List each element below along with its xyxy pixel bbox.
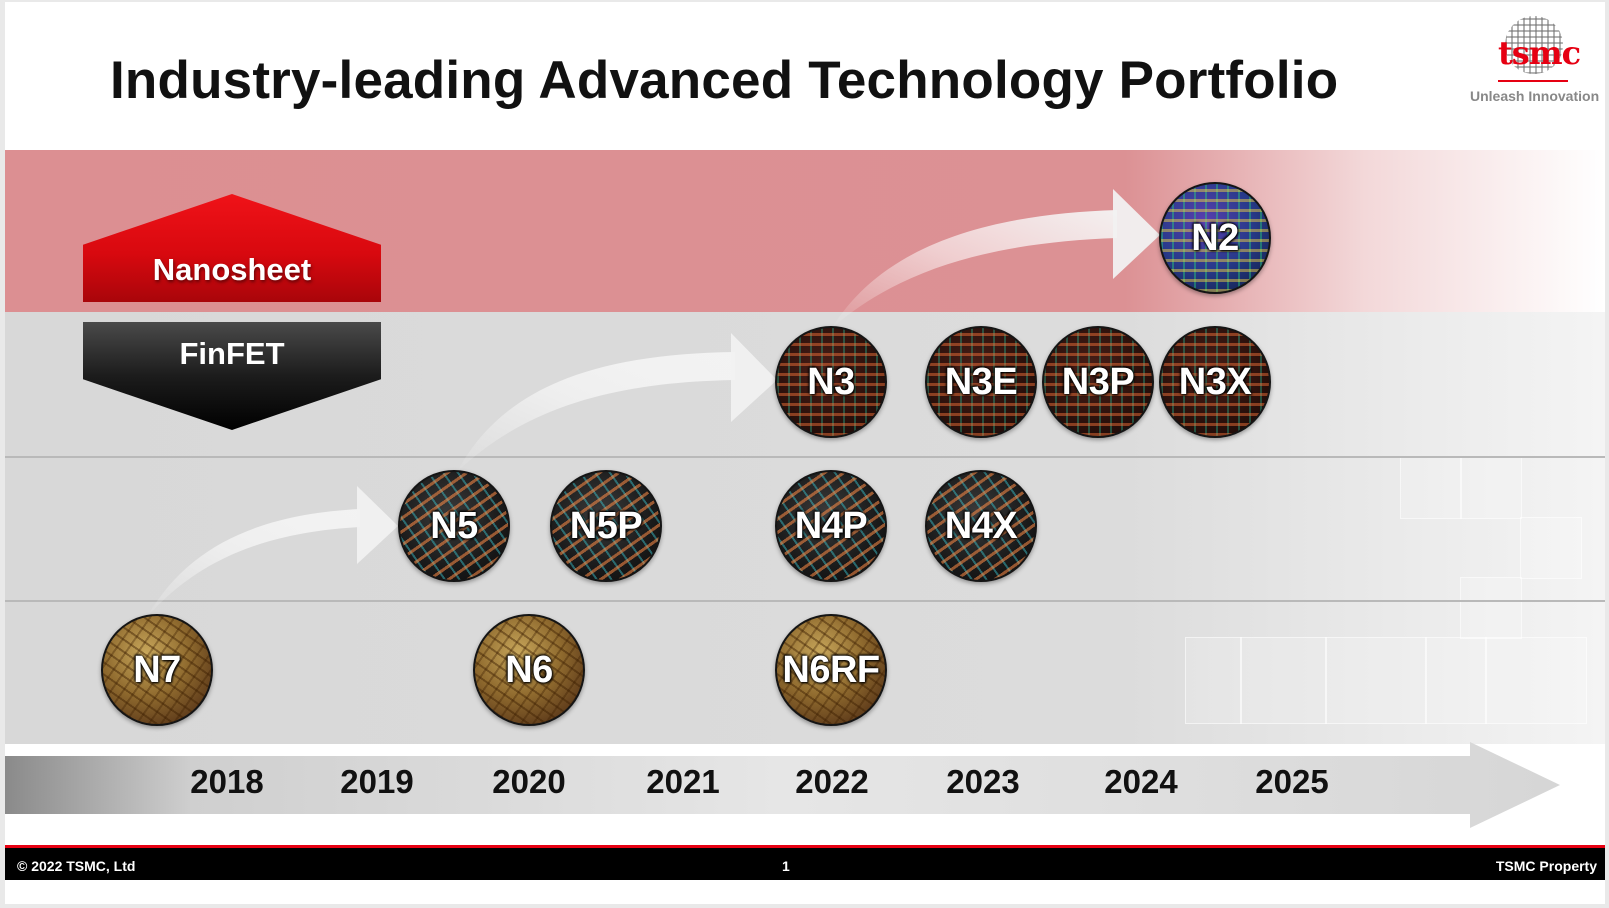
year-2022: 2022	[795, 763, 869, 800]
node-n4p: N4P	[775, 470, 887, 582]
nanosheet-label: Nanosheet	[152, 252, 312, 287]
year-2023: 2023	[946, 763, 1020, 800]
node-label: N6	[505, 648, 553, 691]
decor-square	[1460, 577, 1522, 639]
node-label: N4P	[794, 504, 868, 547]
decor-square	[1485, 637, 1587, 724]
node-n3e: N3E	[925, 326, 1037, 438]
year-2018: 2018	[190, 763, 264, 800]
node-label: N4X	[944, 504, 1018, 547]
node-n5p: N5P	[550, 470, 662, 582]
node-n3: N3	[775, 326, 887, 438]
decor-square	[1520, 517, 1582, 579]
timeline-arrow	[5, 742, 1560, 828]
node-label: N3X	[1178, 360, 1252, 403]
decor-square	[1425, 637, 1487, 724]
footer-property: TSMC Property	[1495, 858, 1597, 874]
logo-wordmark: tsmc	[1498, 34, 1581, 72]
tsmc-logo: tsmc Unleash Innovation	[1470, 14, 1600, 109]
node-n3x: N3X	[1159, 326, 1271, 438]
slide-title: Industry-leading Advanced Technology Por…	[110, 51, 1339, 110]
logo-underline	[1498, 80, 1568, 82]
node-label: N5	[430, 504, 478, 547]
node-label: N6RF	[782, 648, 880, 691]
arrow-n7-to-n5	[147, 486, 398, 617]
footer-page-number: 1	[782, 858, 790, 874]
finfet-label: FinFET	[179, 336, 285, 371]
footer-copyright: © 2022 TSMC, Ltd	[17, 858, 136, 874]
row-divider	[5, 456, 1605, 458]
node-label: N2	[1191, 216, 1239, 259]
globe-icon	[1505, 16, 1563, 74]
node-n5: N5	[398, 470, 510, 582]
slide: Industry-leading Advanced Technology Por…	[5, 2, 1605, 904]
year-2025: 2025	[1255, 763, 1329, 800]
node-label: N3E	[944, 360, 1018, 403]
logo-tagline: Unleash Innovation	[1470, 88, 1600, 104]
decor-square	[1185, 637, 1242, 724]
node-label: N3P	[1061, 360, 1135, 403]
node-n4x: N4X	[925, 470, 1037, 582]
footer-bar: © 2022 TSMC, Ltd 1 TSMC Property	[5, 848, 1605, 880]
year-2019: 2019	[340, 763, 414, 800]
node-n6rf: N6RF	[775, 614, 887, 726]
decor-square	[1325, 637, 1427, 724]
year-2020: 2020	[492, 763, 566, 800]
progression-arrows	[147, 189, 1160, 617]
year-2024: 2024	[1104, 763, 1178, 800]
arrow-n5-to-n3	[457, 333, 777, 472]
node-label: N5P	[569, 504, 643, 547]
arrow-n3-to-n2	[832, 189, 1160, 328]
node-n3p: N3P	[1042, 326, 1154, 438]
node-n6: N6	[473, 614, 585, 726]
row-divider	[5, 600, 1605, 602]
decor-square	[1240, 637, 1327, 724]
node-label: N3	[807, 360, 855, 403]
year-2021: 2021	[646, 763, 720, 800]
footer-accent-line	[5, 845, 1605, 848]
node-n7: N7	[101, 614, 213, 726]
node-label: N7	[133, 648, 181, 691]
node-n2: N2	[1159, 182, 1271, 294]
